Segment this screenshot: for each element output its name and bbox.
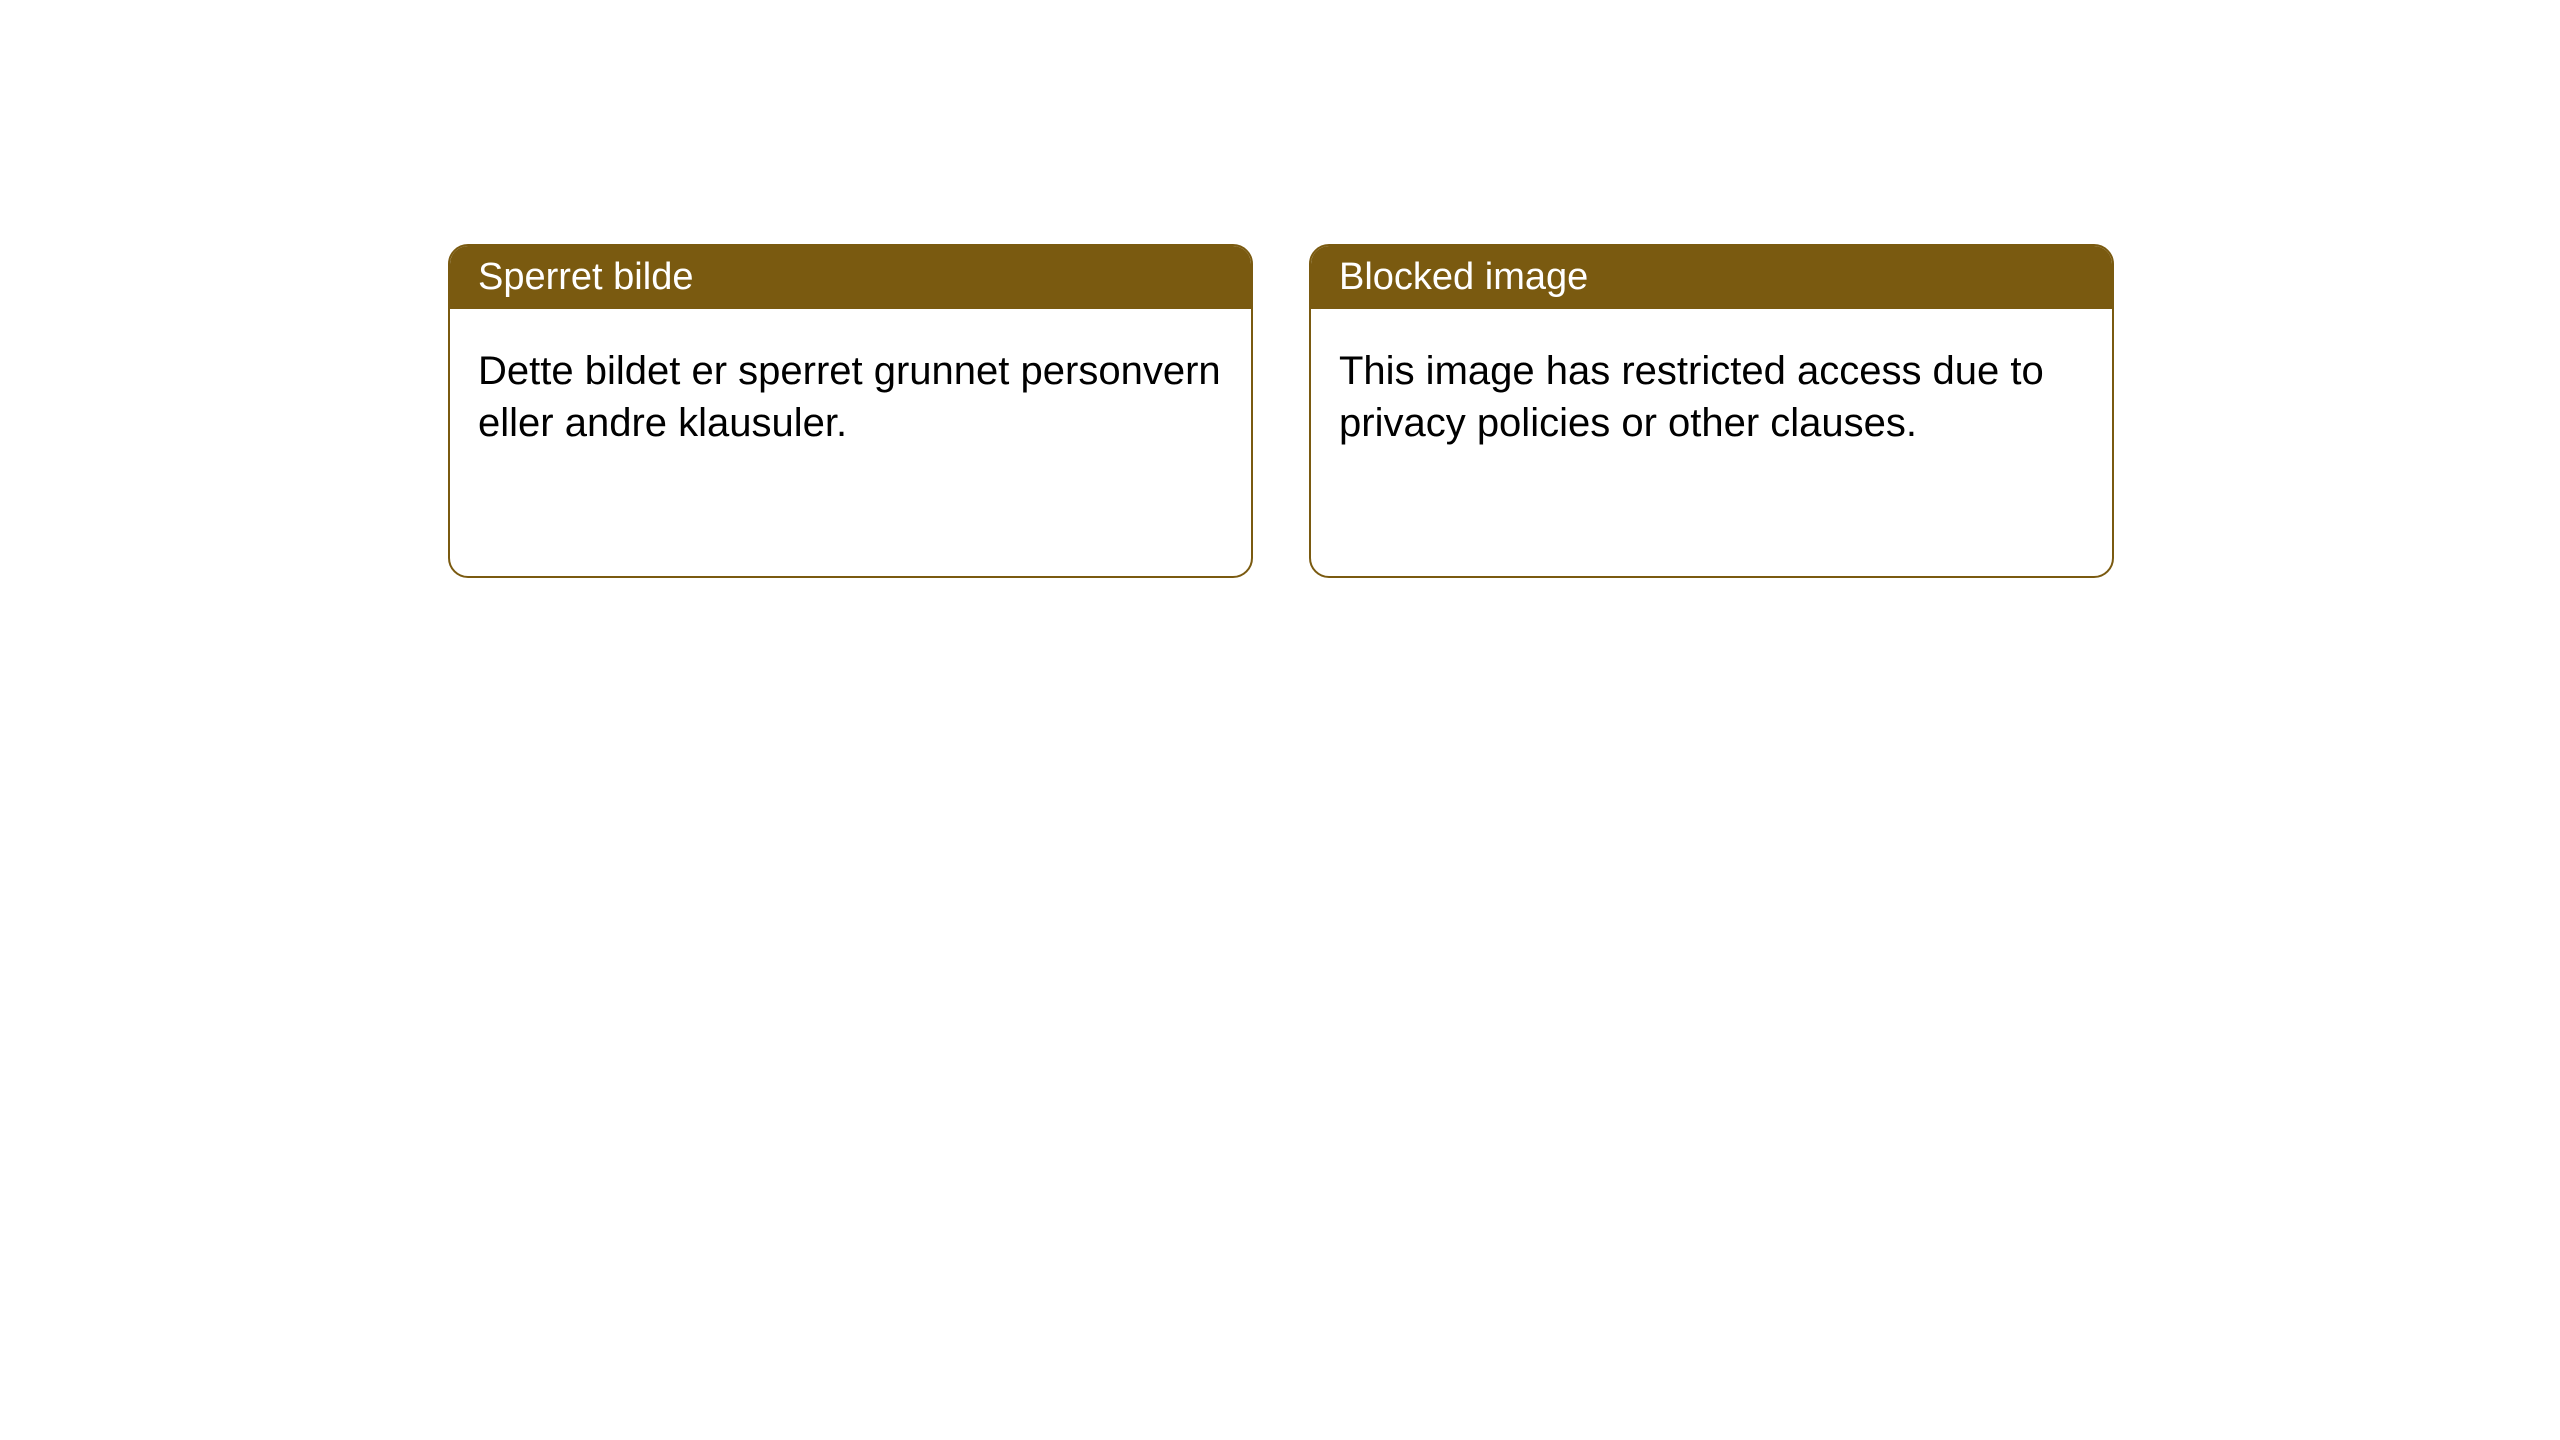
- card-title: Sperret bilde: [478, 256, 693, 298]
- card-header: Blocked image: [1311, 246, 2112, 309]
- card-body-text: Dette bildet er sperret grunnet personve…: [478, 349, 1221, 445]
- card-title: Blocked image: [1339, 256, 1588, 298]
- notice-card-norwegian: Sperret bilde Dette bildet er sperret gr…: [448, 244, 1253, 578]
- card-header: Sperret bilde: [450, 246, 1251, 309]
- notice-cards-container: Sperret bilde Dette bildet er sperret gr…: [0, 0, 2560, 578]
- card-body: Dette bildet er sperret grunnet personve…: [450, 309, 1251, 485]
- card-body-text: This image has restricted access due to …: [1339, 349, 2044, 445]
- card-body: This image has restricted access due to …: [1311, 309, 2112, 485]
- notice-card-english: Blocked image This image has restricted …: [1309, 244, 2114, 578]
